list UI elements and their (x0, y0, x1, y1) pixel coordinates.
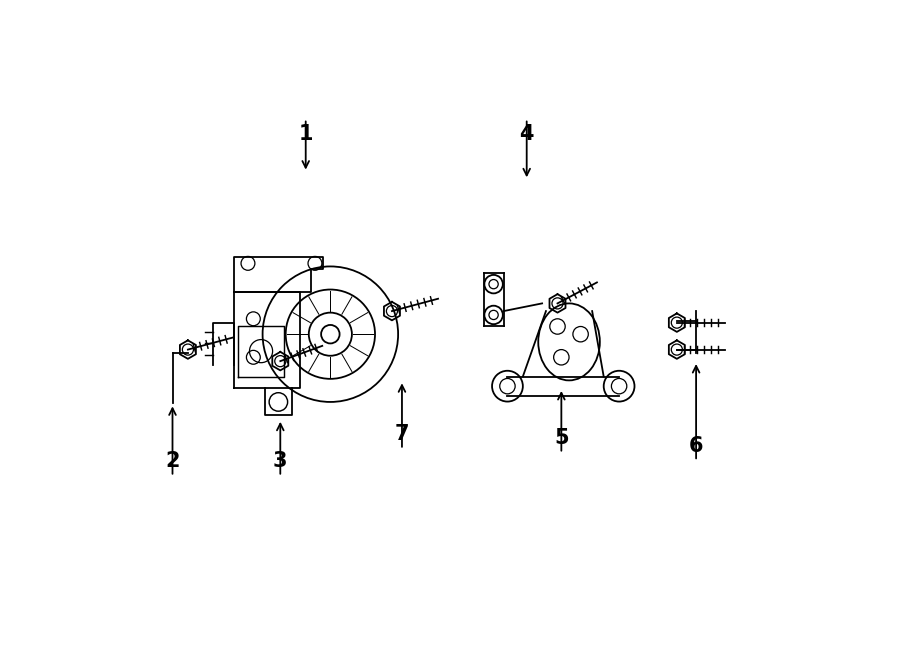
Text: 2: 2 (166, 451, 180, 471)
Text: 7: 7 (395, 424, 410, 444)
Text: 6: 6 (688, 436, 704, 456)
Text: 4: 4 (519, 124, 534, 144)
Text: 5: 5 (554, 428, 569, 448)
Text: 1: 1 (299, 124, 313, 144)
Text: 3: 3 (273, 451, 288, 471)
